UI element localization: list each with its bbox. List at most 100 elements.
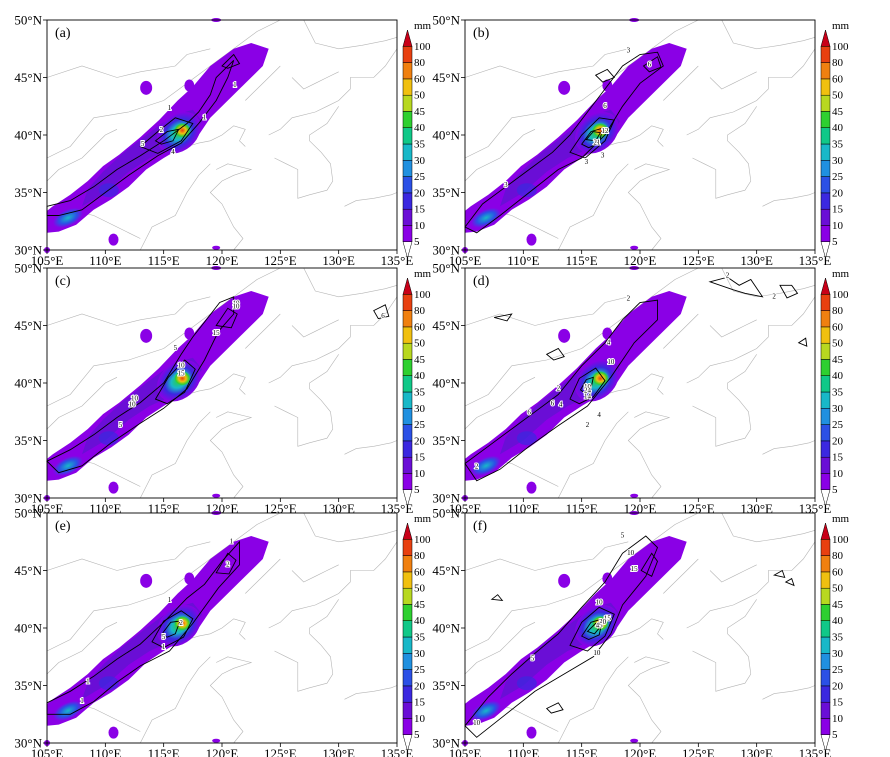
- contour-line: [594, 68, 616, 83]
- contour-label: 12: [602, 127, 610, 135]
- contour-label: 10: [607, 358, 615, 366]
- colorbar: 5 10 15 20 25 30 35 40 45 50 60 80 100 mm: [820, 20, 850, 259]
- panel-label: (f): [473, 519, 487, 534]
- lat-tick-label: 50°N: [14, 261, 42, 276]
- lat-tick-label: 30°N: [432, 243, 460, 258]
- colorbar-unit: mm: [832, 513, 850, 525]
- colorbar-level-label: 50: [414, 90, 426, 102]
- lat-tick-label: 30°N: [14, 736, 42, 751]
- precip-mid-area: [98, 676, 119, 691]
- lon-tick-label: 125°E: [682, 746, 715, 757]
- contour-line: [708, 276, 764, 298]
- contour-line: [585, 131, 602, 142]
- colorbar-swatch: [402, 375, 413, 393]
- colorbar: 5 10 15 20 25 30 35 40 45 50 60 80 100 mm: [402, 513, 432, 752]
- contour-label: 45: [596, 621, 604, 629]
- colorbar-level-label: 20: [414, 187, 426, 199]
- coastline-line: [692, 106, 757, 199]
- lat-tick-label: 35°N: [14, 185, 42, 200]
- contour-line: [151, 610, 194, 649]
- coastline-line: [268, 48, 398, 136]
- lat-tick-label: 40°N: [432, 128, 460, 143]
- lon-tick-label: 110°E: [89, 253, 121, 268]
- lon-tick-label: 135°E: [799, 501, 832, 516]
- coastline-line: [46, 512, 281, 652]
- colorbar-swatch: [820, 456, 831, 474]
- contour-label: 5: [531, 655, 535, 663]
- coastline-line: [344, 192, 398, 207]
- lon-tick-label: 135°E: [799, 746, 832, 757]
- contour-line: [640, 552, 659, 577]
- lat-tick-label: 35°N: [432, 433, 460, 448]
- coastline-line: [762, 192, 816, 207]
- colorbar-level-label: 25: [832, 171, 844, 183]
- colorbar-level-label: 30: [832, 648, 844, 660]
- coastline-layer: [464, 267, 816, 499]
- colorbar-level-label: 45: [414, 599, 426, 611]
- contour-label: 10: [233, 299, 241, 307]
- colorbar-level-label: 10: [832, 468, 844, 480]
- lat-tick-label: 40°N: [14, 128, 42, 143]
- colorbar-level-label: 45: [414, 354, 426, 366]
- precip-sw-area: [471, 700, 501, 721]
- panel-label: (e): [55, 519, 71, 534]
- colorbar-swatch: [820, 208, 831, 226]
- precip-cell: [558, 573, 571, 588]
- colorbar-swatch: [402, 604, 413, 621]
- colorbar-swatch: [402, 342, 413, 360]
- colorbar-unit: mm: [414, 20, 432, 32]
- coastline-line: [464, 296, 629, 326]
- precip-mid-area: [98, 431, 119, 446]
- lon-tick-label: 130°E: [322, 746, 355, 757]
- contour-label: 10: [593, 649, 601, 657]
- colorbar-swatch: [402, 94, 413, 112]
- contour-line: [46, 296, 235, 474]
- coastline-line: [291, 564, 339, 583]
- lon-tick-label: 120°E: [206, 253, 239, 268]
- precip-cell: [212, 493, 221, 498]
- colorbar-swatch: [402, 539, 413, 556]
- colorbar-swatch: [402, 440, 413, 458]
- precip-max-core: [591, 615, 610, 632]
- colorbar-unit: mm: [414, 513, 432, 525]
- coastline-line: [762, 685, 816, 700]
- lat-tick-label: 35°N: [432, 185, 460, 200]
- panel-label: (a): [55, 26, 71, 41]
- coastline-line: [291, 319, 339, 338]
- contour-label: 10: [129, 400, 137, 408]
- contour-label: 6: [381, 312, 385, 320]
- colorbar: 5 10 15 20 25 30 35 40 45 50 60 80 100 mm: [402, 20, 432, 259]
- lat-tick-label: 45°N: [432, 563, 460, 578]
- precip-sw-area: [471, 455, 501, 476]
- colorbar-swatch: [402, 127, 413, 145]
- lon-tick-label: 105°E: [31, 746, 64, 757]
- contour-line: [569, 367, 606, 405]
- lat-tick-label: 45°N: [14, 563, 42, 578]
- coastline-line: [464, 267, 699, 407]
- colorbar-level-label: 100: [414, 289, 431, 301]
- contour-label: 3: [585, 158, 589, 166]
- colorbar-level-label: 15: [832, 452, 844, 464]
- contour-label: 2: [160, 126, 164, 134]
- lon-tick-label: 130°E: [322, 253, 355, 268]
- colorbar-swatch: [402, 277, 413, 295]
- coastline-line: [663, 558, 699, 594]
- lat-tick-label: 30°N: [14, 491, 42, 506]
- colorbar-level-label: 15: [414, 697, 426, 709]
- coastline-line: [464, 377, 536, 430]
- colorbar-swatch: [820, 160, 831, 177]
- colorbar-level-label: 60: [832, 321, 844, 333]
- coastline-line: [303, 267, 398, 298]
- precip-cell: [108, 233, 119, 246]
- coastline-line: [627, 411, 671, 499]
- coastline-line: [46, 267, 281, 407]
- contour-label: 2: [772, 292, 776, 300]
- colorbar-swatch: [402, 685, 413, 703]
- coastline-line: [663, 313, 699, 349]
- coastline-line: [558, 163, 629, 251]
- precip-shading: [462, 511, 687, 746]
- colorbar-swatch: [820, 29, 831, 47]
- precip-cell: [108, 726, 119, 739]
- coastline-line: [274, 599, 339, 692]
